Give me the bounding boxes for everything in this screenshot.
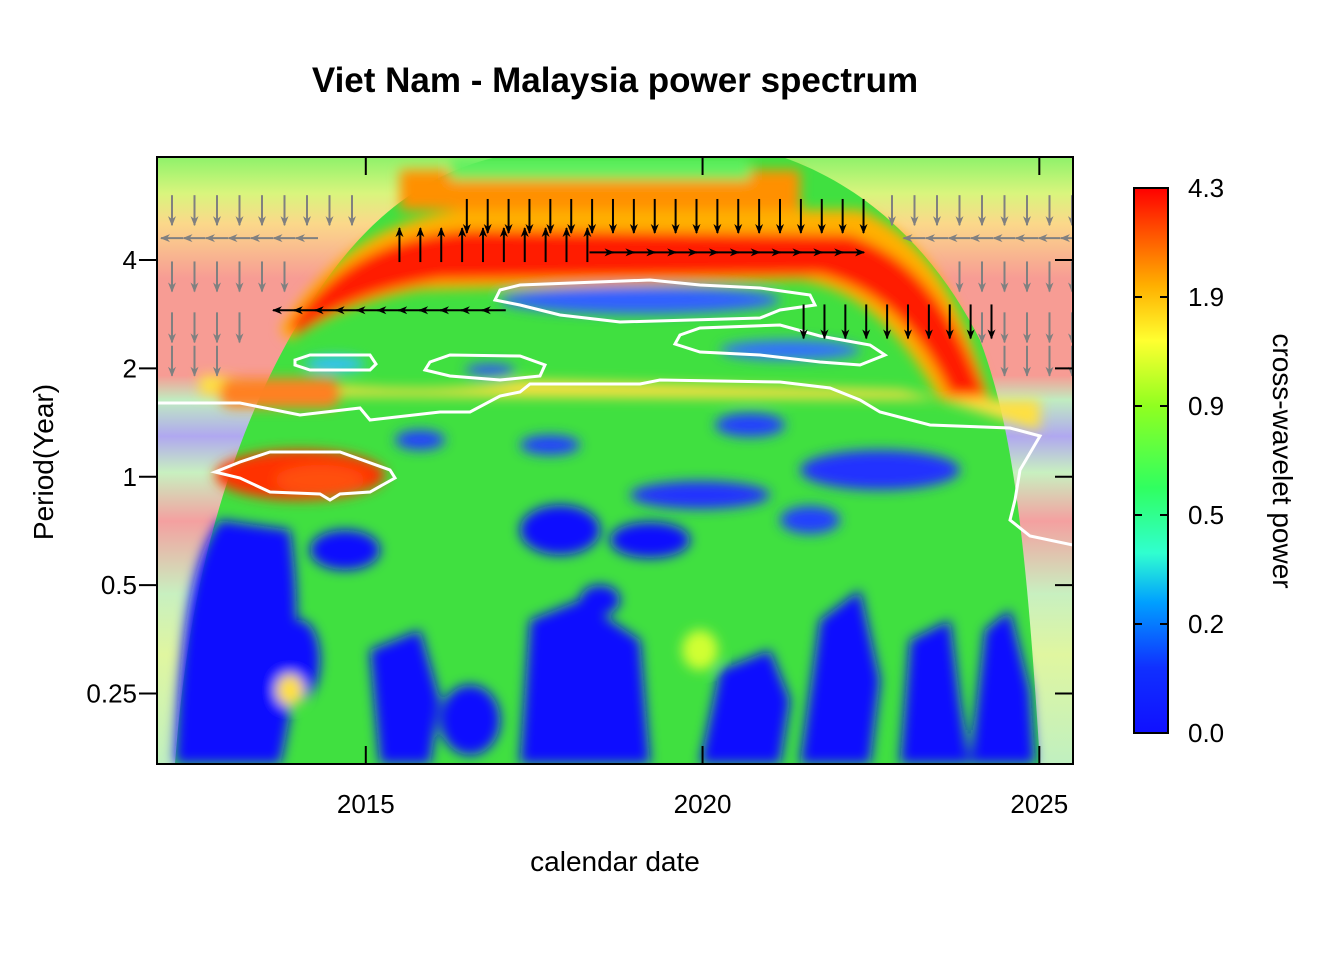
colorbar-tick-label: 1.9	[1188, 282, 1224, 312]
y-tick-label: 0.25	[86, 679, 137, 709]
colorbar-tick-label: 4.3	[1188, 173, 1224, 203]
x-axis: 2015 2020 2025	[337, 157, 1068, 819]
significance-contours	[157, 278, 1073, 547]
colorbar-ticks: 0.0 0.2 0.5 0.9 1.9 4.3	[1134, 173, 1224, 748]
colorbar-tick-label: 0.0	[1188, 718, 1224, 748]
x-tick-label: 2020	[674, 789, 732, 819]
plot-frame	[156, 156, 1074, 765]
x-tick-label: 2015	[337, 789, 395, 819]
x-tick-label: 2025	[1010, 789, 1068, 819]
phase-arrows	[160, 195, 1073, 377]
y-tick-label: 1	[123, 462, 137, 492]
colorbar-tick-label: 0.2	[1188, 609, 1224, 639]
y-axis: 4 2 1 0.5 0.25	[86, 245, 1073, 709]
x-axis-title: calendar date	[530, 846, 700, 877]
colorbar: 0.0 0.2 0.5 0.9 1.9 4.3 cross-wavelet power	[1133, 173, 1298, 748]
colorbar-tick-label: 0.5	[1188, 500, 1224, 530]
chart-title: Viet Nam - Malaysia power spectrum	[312, 61, 918, 100]
y-tick-label: 0.5	[101, 570, 137, 600]
y-tick-label: 2	[123, 353, 137, 383]
y-tick-label: 4	[123, 245, 137, 275]
colorbar-tick-label: 0.9	[1188, 391, 1224, 421]
colorbar-gradient	[1133, 187, 1169, 734]
y-axis-title: Period(Year)	[28, 384, 59, 540]
heatmap-area	[157, 157, 1073, 764]
colorbar-title: cross-wavelet power	[1267, 333, 1298, 588]
